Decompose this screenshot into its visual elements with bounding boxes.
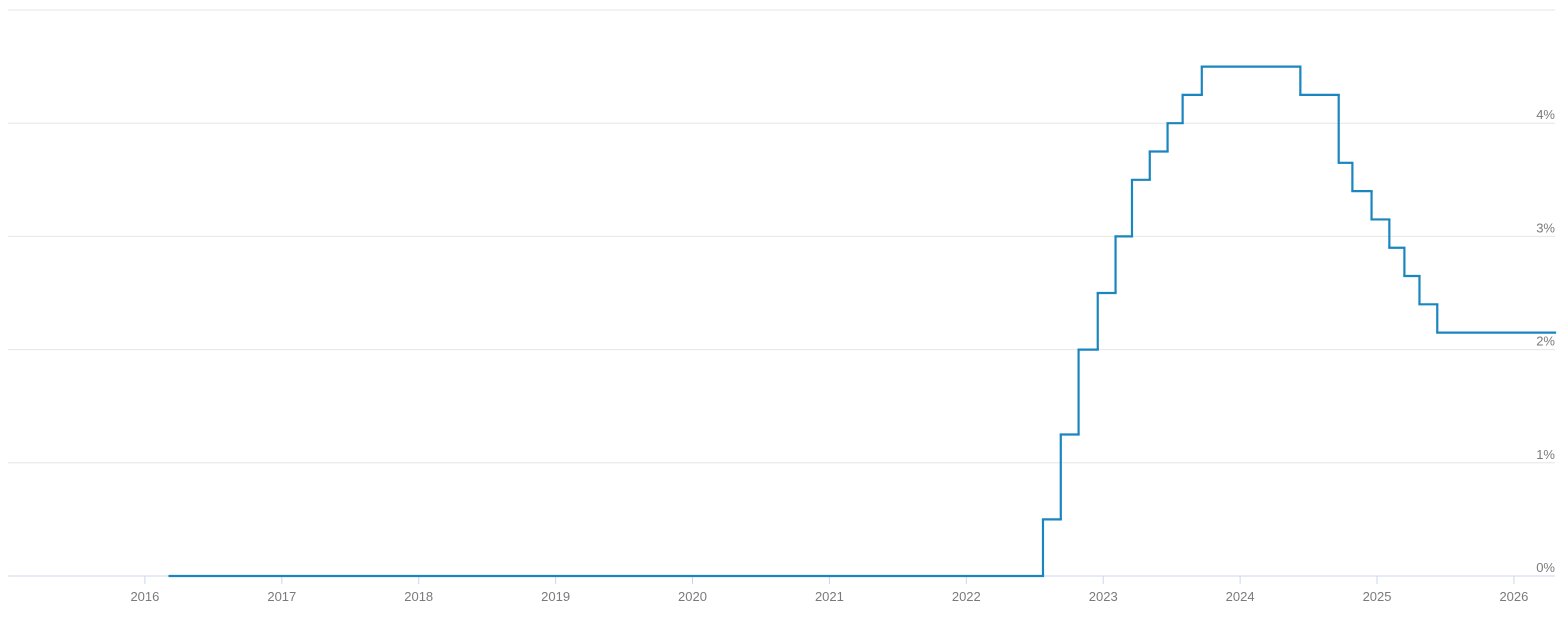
y-tick-label: 0% <box>1536 560 1555 575</box>
x-tick-label: 2023 <box>1089 589 1118 604</box>
y-tick-label: 2% <box>1536 334 1555 349</box>
x-tick-label: 2019 <box>541 589 570 604</box>
x-tick-label: 2026 <box>1499 589 1528 604</box>
x-tick-label: 2016 <box>130 589 159 604</box>
x-tick-label: 2017 <box>267 589 296 604</box>
x-tick-label: 2022 <box>952 589 981 604</box>
y-tick-label: 4% <box>1536 107 1555 122</box>
x-tick-label: 2018 <box>404 589 433 604</box>
x-tick-label: 2020 <box>678 589 707 604</box>
y-tick-label: 1% <box>1536 447 1555 462</box>
x-tick-label: 2024 <box>1226 589 1255 604</box>
x-tick-label: 2021 <box>815 589 844 604</box>
y-tick-label: 3% <box>1536 220 1555 235</box>
x-tick-label: 2025 <box>1363 589 1392 604</box>
